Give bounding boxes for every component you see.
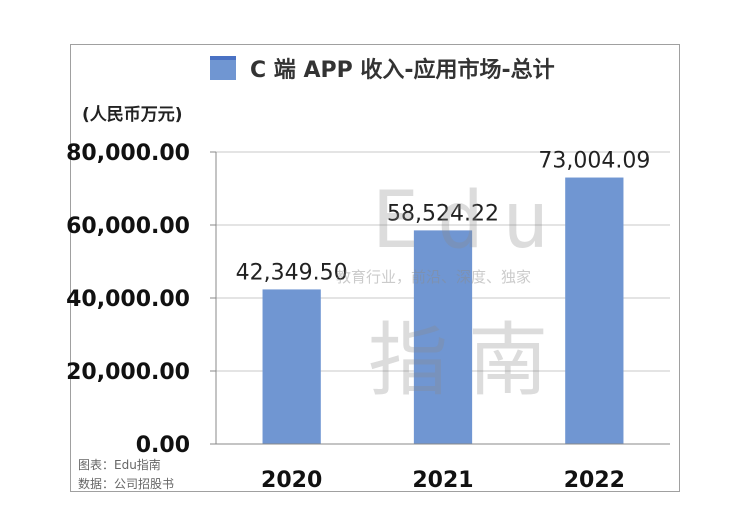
y-tick-label: 20,000.00 [66, 360, 190, 385]
x-tick-label: 2022 [564, 468, 625, 493]
watermark-tagline: 教育行业，前沿、深度、独家 [336, 268, 532, 286]
watermark-zhinan: 指南 [368, 314, 568, 407]
y-tick-label: 80,000.00 [66, 141, 190, 166]
legend-label: C 端 APP 收入-应用市场-总计 [250, 58, 555, 83]
bar [413, 230, 473, 444]
legend: C 端 APP 收入-应用市场-总计 [210, 52, 555, 84]
source-line-data: 数据：公司招股书 [78, 477, 175, 491]
data-label: 58,524.22 [387, 201, 499, 226]
source-line-chart: 图表：Edu指南 [78, 458, 161, 472]
y-tick-label: 60,000.00 [66, 214, 190, 239]
x-tick-label: 2021 [412, 468, 473, 493]
legend-swatch [210, 56, 236, 80]
unit-label: (人民币万元) [82, 105, 183, 125]
y-tick-label: 40,000.00 [66, 287, 190, 312]
source-note: 图表：Edu指南 数据：公司招股书 [78, 456, 174, 494]
y-tick-label: 0.00 [136, 433, 190, 458]
x-tick-label: 2020 [261, 468, 322, 493]
data-label: 73,004.09 [538, 149, 650, 174]
bar [262, 289, 321, 444]
bar [565, 177, 624, 444]
watermark-edu: Edu [372, 176, 567, 266]
data-label: 42,349.50 [236, 260, 348, 285]
